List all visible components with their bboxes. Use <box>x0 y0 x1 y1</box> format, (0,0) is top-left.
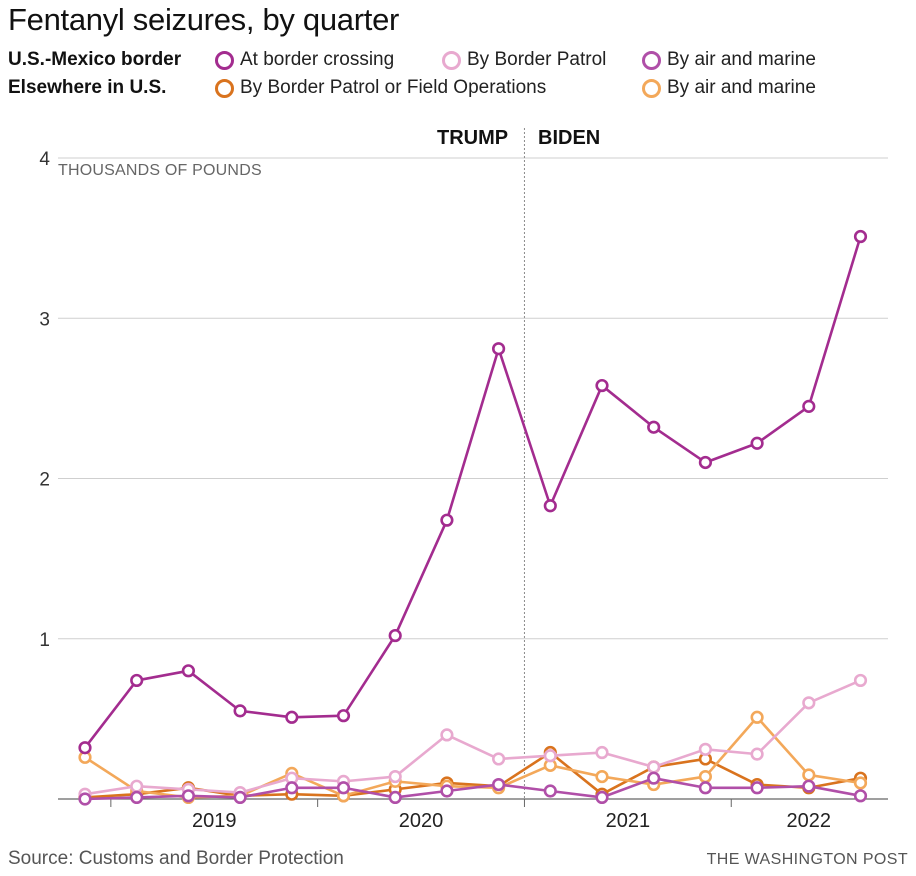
series-by-air-and-marine-point <box>802 779 816 793</box>
series-by-air-and-marine-point <box>698 781 713 795</box>
series-by-air-and-marine-point <box>440 784 454 798</box>
series-at-border-crossing-point <box>336 709 351 723</box>
series-by-air-and-marine-point <box>853 776 868 790</box>
legend-row-border: U.S.-Mexico border At border crossing By… <box>8 49 908 73</box>
y-axis-unit-label: THOUSANDS OF POUNDS <box>58 162 262 179</box>
y-tick-label: 4 <box>39 149 50 170</box>
legend-label: By air and marine <box>667 77 816 98</box>
legend-item-field-operations: By Border Patrol or Field Operations <box>215 77 546 99</box>
series-by-air-and-marine-point <box>595 769 609 784</box>
annotation-biden: BIDEN <box>538 127 601 149</box>
series-by-air-and-marine-point <box>543 784 557 798</box>
legend-item-at-border-crossing: At border crossing <box>215 49 394 71</box>
series-by-air-and-marine-point <box>647 771 661 785</box>
series-at-border-crossing-point <box>130 673 144 688</box>
series-by-air-and-marine-point <box>853 789 868 803</box>
series-by-air-and-marine-point <box>595 790 609 804</box>
legend-marker-icon <box>642 78 661 98</box>
annotation-trump: TRUMP <box>437 127 509 149</box>
series-by-border-patrol-point <box>802 696 816 710</box>
series-by-border-patrol-point <box>543 749 557 763</box>
series-by-air-and-marine-point <box>285 781 299 795</box>
series-by-air-and-marine-point <box>78 792 92 806</box>
series-at-border-crossing-point <box>647 420 661 434</box>
legend-label: By Border Patrol <box>467 49 607 70</box>
legend-marker-icon <box>215 78 234 98</box>
y-tick-label: 3 <box>39 309 50 330</box>
legend-label: By Border Patrol or Field Operations <box>240 77 547 98</box>
legend-marker-icon <box>442 50 461 70</box>
credit-line: THE WASHINGTON POST <box>706 851 908 868</box>
series-by-border-patrol-point <box>647 760 661 774</box>
series-by-air-and-marine-point <box>802 768 816 782</box>
series-by-air-and-marine-point <box>130 790 144 804</box>
series-at-border-crossing-point <box>802 399 816 413</box>
series-at-border-crossing-point <box>543 499 557 513</box>
series-at-border-crossing-point <box>853 229 868 244</box>
source-note: Source: Customs and Border Protection <box>8 848 344 869</box>
series-at-border-crossing-point <box>595 378 609 393</box>
series-at-border-crossing-point <box>233 704 247 718</box>
series-by-air-and-marine-point <box>698 769 713 784</box>
series-at-border-crossing-point <box>388 628 402 643</box>
series-at-border-crossing-point <box>750 436 764 450</box>
series-by-air-and-marine-point <box>233 790 247 804</box>
series-by-border-patrol-point <box>130 779 144 793</box>
series-by-air-and-marine-point <box>336 781 351 795</box>
series-by-air-and-marine-point <box>492 777 506 792</box>
series-by-border-patrol-point <box>698 742 713 756</box>
series-by-air-and-marine-point <box>388 790 402 804</box>
series-by-border-patrol-point <box>853 673 868 688</box>
series-at-border-crossing-line <box>83 236 862 749</box>
series-at-border-crossing-point <box>181 664 195 678</box>
series-by-air-and-marine-line <box>84 776 861 801</box>
series-by-border-patrol-line <box>84 679 862 796</box>
legend-group-elsewhere: Elsewhere in U.S. <box>8 77 167 98</box>
x-tick-label: 2022 <box>787 810 832 832</box>
legend-group-border: U.S.-Mexico border <box>8 49 182 70</box>
series-by-border-patrol-point <box>492 752 506 766</box>
legend-item-elsewhere-air-marine: By air and marine <box>642 77 816 99</box>
y-tick-label: 1 <box>39 630 50 651</box>
series-at-border-crossing-point <box>285 710 299 724</box>
series-at-border-crossing-point <box>78 741 92 755</box>
series-at-border-crossing-point <box>440 513 454 527</box>
legend-marker-icon <box>215 50 234 70</box>
series-by-air-and-marine-point <box>750 781 764 795</box>
x-tick-label: 2021 <box>606 810 651 832</box>
series-at-border-crossing-point <box>492 342 506 356</box>
legend-item-border-patrol: By Border Patrol <box>442 49 606 71</box>
legend-item-border-air-marine: By air and marine <box>642 49 816 71</box>
series-by-border-patrol-point <box>750 747 764 761</box>
series-by-air-and-marine-point <box>750 710 764 724</box>
chart-title: Fentanyl seizures, by quarter <box>8 2 400 37</box>
legend-label: At border crossing <box>240 49 395 70</box>
y-tick-label: 2 <box>39 470 50 491</box>
x-tick-label: 2019 <box>192 810 237 832</box>
legend-marker-icon <box>642 50 661 70</box>
series-by-border-patrol-point <box>440 728 454 742</box>
series-at-border-crossing-point <box>698 455 713 470</box>
legend-label: By air and marine <box>667 49 816 70</box>
legend-row-elsewhere: Elsewhere in U.S. By Border Patrol or Fi… <box>8 77 908 101</box>
series-by-border-patrol-point <box>388 769 402 784</box>
x-tick-label: 2020 <box>399 810 444 832</box>
series-by-border-patrol-point <box>595 745 609 760</box>
series-by-air-and-marine-point <box>181 789 195 803</box>
